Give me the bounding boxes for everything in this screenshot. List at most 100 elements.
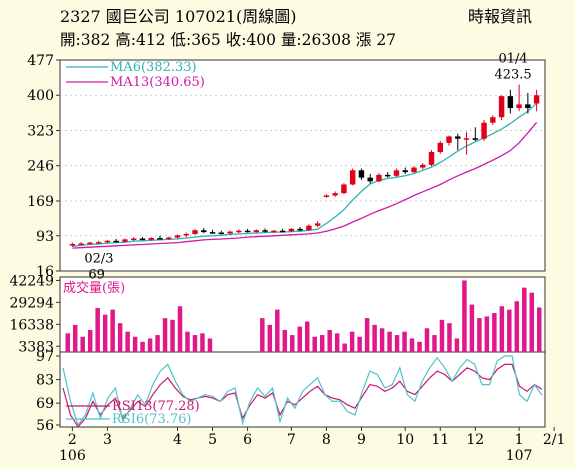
volume-bar	[125, 331, 130, 352]
candle-body	[297, 228, 303, 231]
volume-bar	[432, 335, 437, 352]
candle-body	[498, 96, 505, 118]
volume-bar	[312, 336, 317, 352]
rsi-panel	[59, 351, 546, 428]
volume-bar	[514, 301, 520, 352]
legend-label: MA6(382.33)	[110, 60, 197, 75]
candle-body	[271, 230, 277, 233]
price-tick-label: 477	[27, 53, 54, 69]
volume-bar	[192, 335, 198, 352]
candle-body	[463, 138, 470, 140]
rsi13-line	[62, 363, 543, 428]
x-tick-label: 2/1	[543, 432, 566, 448]
volume-tick-label: 29294	[9, 295, 54, 311]
x-year-label: 107	[506, 448, 533, 464]
volume-bar	[155, 335, 160, 352]
price-y-ticks: 16 93 169 246 323 400 477	[27, 53, 60, 280]
volume-bar	[394, 335, 400, 352]
candle-body	[358, 170, 365, 178]
volume-bar	[200, 333, 205, 352]
volume-bar	[304, 321, 310, 352]
volume-bar	[162, 318, 168, 352]
candle-body	[227, 231, 233, 234]
candle-body	[516, 104, 522, 109]
rsi-tick-label: 97	[36, 349, 54, 365]
candle-body	[393, 170, 400, 176]
volume-bar	[72, 324, 78, 352]
volume-bar	[372, 324, 377, 352]
candlesticks	[69, 84, 540, 247]
volume-bar	[65, 333, 70, 352]
volume-bar	[484, 316, 490, 352]
volume-bar	[185, 331, 190, 352]
x-tick-label: 11	[431, 432, 449, 448]
moving-average-lines	[72, 102, 538, 249]
candle-body	[525, 104, 531, 109]
volume-bar	[537, 307, 542, 352]
volume-bar	[319, 335, 325, 352]
volume-bar	[290, 335, 295, 352]
annotation-date: 02/3	[84, 252, 113, 267]
candle-body	[481, 122, 487, 139]
volume-tick-label: 3383	[18, 339, 54, 355]
candle-body	[236, 230, 242, 233]
x-tick-label: 7	[287, 432, 296, 448]
annotation-value: 69	[88, 268, 105, 283]
volume-bar	[462, 280, 467, 352]
candle-body	[384, 174, 391, 177]
volume-bar	[282, 329, 288, 352]
volume-bar	[507, 309, 512, 352]
quote-line: 開:382 高:412 低:365 收:400 量:26308 漲 27	[60, 31, 396, 49]
candle-body	[166, 237, 172, 240]
volume-bar	[447, 323, 452, 352]
candle-body	[323, 195, 330, 197]
candle-body	[201, 230, 207, 233]
volume-bar	[170, 319, 175, 352]
candle-body	[192, 230, 198, 234]
volume-bar	[424, 328, 430, 352]
candle-body	[174, 235, 181, 238]
volume-bar	[529, 292, 535, 352]
ma13-line	[72, 121, 538, 249]
volume-bar	[469, 304, 475, 352]
candle-body	[314, 223, 321, 226]
candle-body	[428, 151, 435, 165]
price-legend: MA6(382.33)MA13(340.65)	[66, 60, 205, 90]
candle-body	[78, 243, 84, 246]
candle-body	[402, 170, 408, 173]
candle-body	[244, 230, 251, 233]
candle-body	[87, 242, 93, 245]
volume-bar	[132, 336, 138, 352]
volume-bar	[364, 318, 370, 352]
volume-bar	[260, 318, 265, 352]
candle-body	[367, 177, 373, 182]
volume-bar	[267, 324, 273, 352]
volume-bar	[275, 309, 280, 352]
volume-bar	[349, 331, 355, 352]
volume-bar	[454, 338, 460, 352]
volume-y-ticks: 3383 16338 29294 42249	[9, 273, 60, 355]
volume-bar	[417, 341, 422, 352]
price-tick-label: 323	[27, 123, 54, 139]
chart-source: 時報資訊	[468, 7, 532, 26]
candle-body	[446, 136, 452, 143]
volume-bar	[147, 338, 153, 352]
x-tick-label: 10	[396, 432, 414, 448]
rsi-legend-label: RSI13(77.28)	[112, 399, 200, 414]
candle-body	[69, 243, 76, 246]
candle-body	[279, 230, 286, 233]
candle-body	[455, 136, 461, 139]
candle-body	[130, 238, 137, 241]
price-tick-label: 400	[27, 88, 54, 104]
x-tick-label: 2	[68, 432, 77, 448]
ma6-line	[72, 102, 538, 247]
x-tick-label: 9	[357, 432, 366, 448]
volume-bar	[297, 326, 303, 352]
candle-body	[183, 233, 189, 236]
volume-bar	[439, 319, 445, 352]
candle-body	[420, 164, 426, 168]
volume-bar	[207, 338, 213, 352]
candle-body	[533, 95, 540, 104]
